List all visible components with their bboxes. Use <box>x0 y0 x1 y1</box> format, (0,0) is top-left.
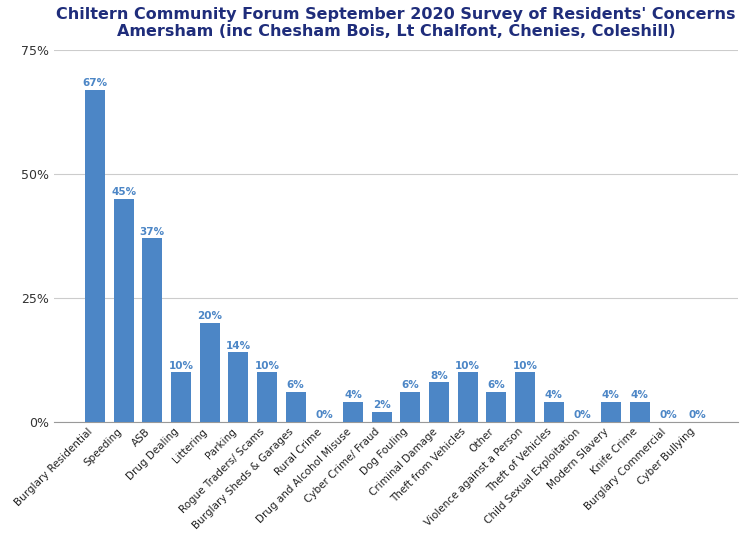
Text: 45%: 45% <box>111 187 136 197</box>
Text: 10%: 10% <box>513 360 537 371</box>
Text: 2%: 2% <box>372 400 390 410</box>
Text: 37%: 37% <box>140 227 165 237</box>
Bar <box>285 392 305 422</box>
Bar <box>544 402 564 422</box>
Bar <box>171 372 191 422</box>
Bar <box>630 402 650 422</box>
Text: 4%: 4% <box>344 391 362 400</box>
Text: 6%: 6% <box>487 380 505 391</box>
Text: 20%: 20% <box>197 311 222 321</box>
Text: 10%: 10% <box>455 360 480 371</box>
Text: 8%: 8% <box>430 371 448 380</box>
Bar <box>85 90 105 422</box>
Text: 4%: 4% <box>631 391 649 400</box>
Title: Chiltern Community Forum September 2020 Survey of Residents' Concerns
Amersham (: Chiltern Community Forum September 2020 … <box>56 7 735 39</box>
Text: 10%: 10% <box>168 360 194 371</box>
Text: 4%: 4% <box>602 391 620 400</box>
Text: 6%: 6% <box>402 380 419 391</box>
Bar <box>372 412 392 422</box>
Bar <box>429 382 449 422</box>
Text: 14%: 14% <box>226 341 251 351</box>
Text: 0%: 0% <box>659 410 677 420</box>
Bar <box>343 402 363 422</box>
Bar <box>257 372 277 422</box>
Text: 6%: 6% <box>287 380 305 391</box>
Text: 4%: 4% <box>545 391 562 400</box>
Bar <box>200 323 220 422</box>
Text: 0%: 0% <box>574 410 591 420</box>
Text: 10%: 10% <box>255 360 279 371</box>
Text: 0%: 0% <box>688 410 706 420</box>
Bar <box>400 392 420 422</box>
Bar <box>601 402 621 422</box>
Text: 67%: 67% <box>83 79 107 88</box>
Bar <box>142 238 162 422</box>
Bar <box>457 372 478 422</box>
Bar <box>515 372 535 422</box>
Bar <box>228 352 248 422</box>
Bar <box>113 199 133 422</box>
Text: 0%: 0% <box>315 410 333 420</box>
Bar <box>486 392 507 422</box>
